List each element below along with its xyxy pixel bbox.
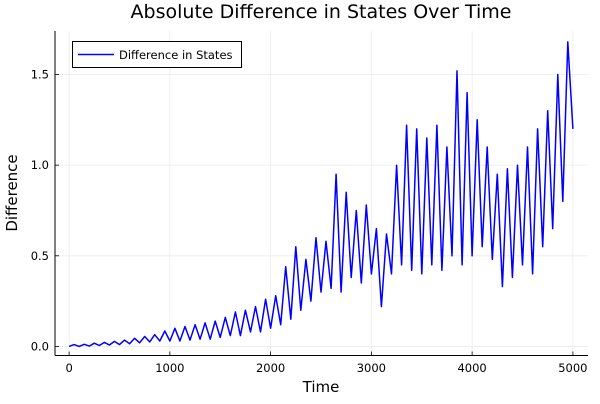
x-tick-label: 0 [65, 361, 72, 375]
x-tick-label: 4000 [457, 361, 486, 375]
series [68, 41, 574, 348]
y-tick-label: 1.0 [31, 158, 49, 172]
y-axis-label: Difference [3, 154, 21, 231]
y-tick-label: 1.5 [31, 68, 49, 82]
legend: Difference in States [72, 41, 242, 68]
chart-title: Absolute Difference in States Over Time [131, 1, 512, 23]
grid [55, 31, 588, 356]
series-line-difference-in-states [68, 41, 574, 348]
y-tick-label: 0.5 [31, 249, 49, 263]
legend-label: Difference in States [119, 48, 233, 62]
axes [54, 31, 588, 356]
x-axis-label: Time [302, 378, 340, 396]
x-tick-label: 3000 [357, 361, 386, 375]
x-tick-label: 2000 [256, 361, 285, 375]
x-tick-label: 5000 [558, 361, 587, 375]
x-tick-label: 1000 [155, 361, 184, 375]
ticks: 0 1000 2000 3000 4000 5000 0.0 0.5 1.0 1.5 [31, 68, 588, 375]
y-tick-label: 0.0 [31, 339, 49, 353]
